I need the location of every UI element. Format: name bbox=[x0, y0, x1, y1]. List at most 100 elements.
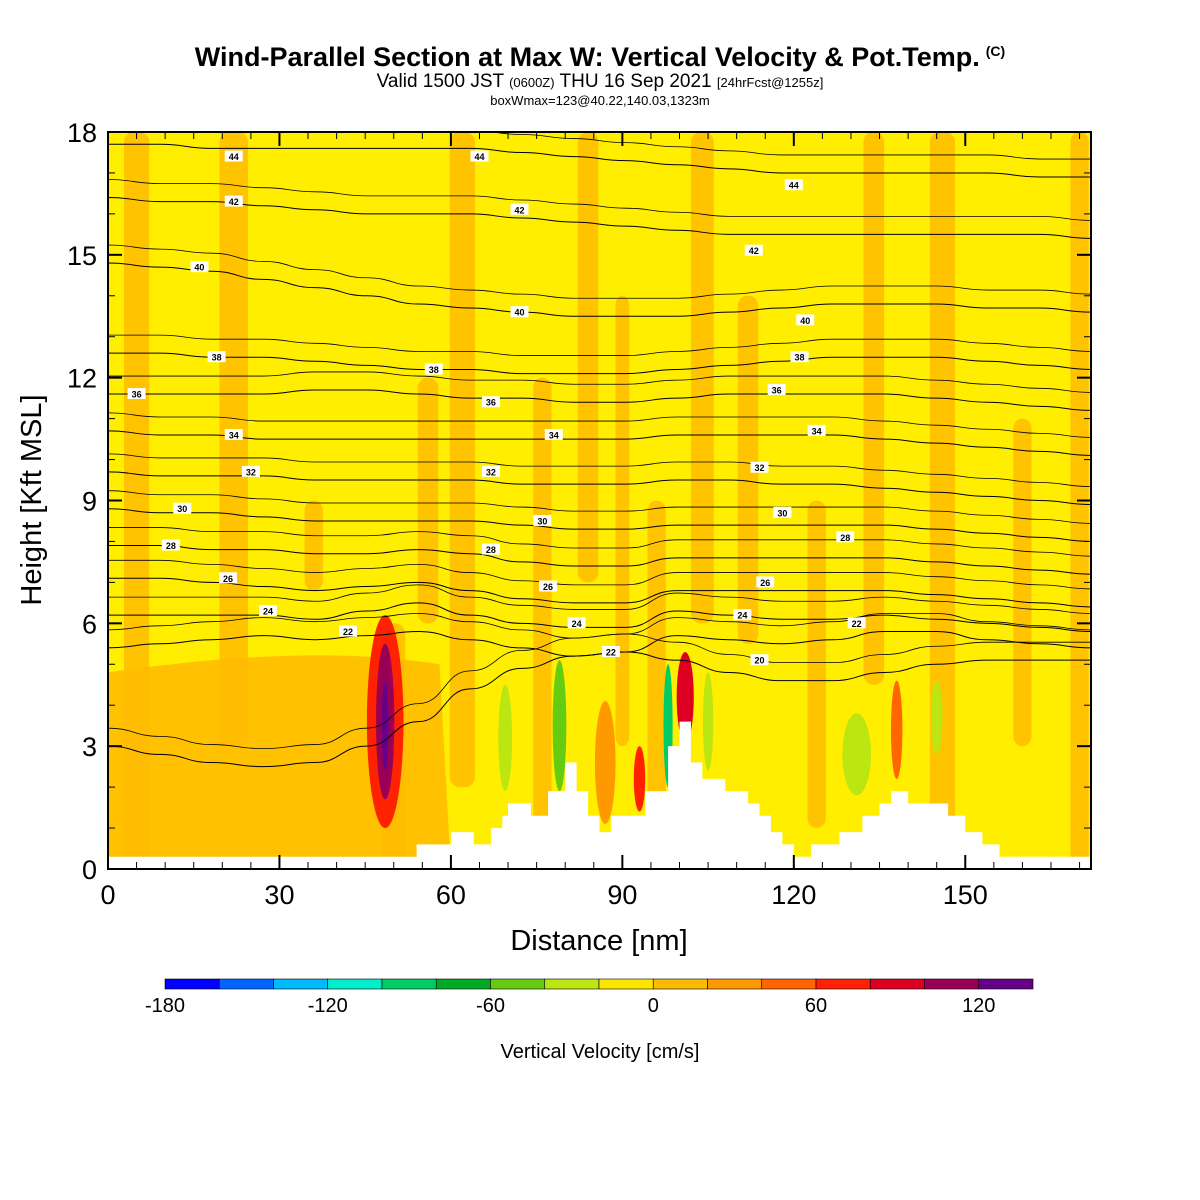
w-feature-8 bbox=[633, 746, 646, 812]
theta-label-19: 32 bbox=[486, 467, 496, 477]
theta-label-4: 42 bbox=[514, 205, 524, 215]
theta-label-29: 26 bbox=[760, 578, 770, 588]
y-tick-label-12: 12 bbox=[67, 364, 97, 394]
colorbar-tick--180: -180 bbox=[145, 995, 185, 1017]
theta-label-3: 42 bbox=[229, 197, 239, 207]
stripe-7 bbox=[577, 132, 599, 583]
theta-label-bg-28 bbox=[539, 580, 558, 592]
velocity-features bbox=[366, 615, 943, 829]
theta-label-bg-21 bbox=[173, 502, 192, 514]
theta-contour-26 bbox=[108, 577, 1091, 608]
theta-label-bg-23 bbox=[773, 506, 792, 518]
colorbar-swatch-0 bbox=[164, 978, 220, 990]
valid-utc: (0600Z) bbox=[509, 75, 555, 90]
x-tick-label-150: 150 bbox=[943, 880, 988, 910]
theta-label-bg-24 bbox=[161, 539, 180, 551]
valid-prefix: Valid 1500 JST bbox=[376, 71, 504, 92]
theta-label-28: 26 bbox=[543, 582, 553, 592]
theta-contour-minor-32 bbox=[108, 453, 1091, 487]
theta-label-26: 28 bbox=[840, 533, 850, 543]
colorbar-swatch-6 bbox=[490, 978, 546, 990]
theta-label-bg-27 bbox=[219, 572, 238, 584]
forecast-info: [24hrFcst@1255z] bbox=[716, 75, 824, 90]
theta-label-24: 28 bbox=[166, 541, 176, 551]
colorbar-swatch-5 bbox=[435, 978, 491, 990]
theta-label-7: 40 bbox=[514, 308, 524, 318]
theta-label-bg-29 bbox=[756, 576, 775, 588]
x-tick-label-90: 90 bbox=[607, 880, 637, 910]
stripe-15 bbox=[1013, 418, 1032, 747]
stripe-4 bbox=[417, 377, 439, 624]
theta-contour-minor-44 bbox=[490, 132, 1091, 160]
y-tick-label-18: 18 bbox=[67, 118, 97, 148]
stripe-10 bbox=[690, 132, 714, 624]
theta-contour-minor-28 bbox=[108, 527, 1091, 557]
terrain bbox=[108, 721, 1091, 869]
theta-label-bg-34 bbox=[601, 645, 620, 657]
theta-label-bg-16 bbox=[544, 428, 563, 440]
colorbar-swatch-3 bbox=[327, 978, 383, 990]
theta-label-23: 30 bbox=[777, 508, 787, 518]
theta-label-bg-30 bbox=[259, 605, 278, 617]
theta-contour-minor-30 bbox=[108, 490, 1091, 524]
theta-contour-40 bbox=[108, 262, 1091, 317]
y-tick-label-6: 6 bbox=[82, 609, 97, 639]
box-wmax-info: boxWmax=123@40.22,140.03,1323m bbox=[490, 93, 710, 108]
colorbar-swatch-4 bbox=[381, 978, 437, 990]
low-level-ascent bbox=[108, 655, 451, 869]
theta-label-bg-8 bbox=[796, 314, 815, 326]
valid-time-line: Valid 1500 JST (0600Z) THU 16 Sep 2021 [… bbox=[0, 71, 1200, 93]
stripe-13 bbox=[863, 132, 885, 685]
theta-label-bg-32 bbox=[733, 609, 752, 621]
theta-label-6: 40 bbox=[194, 263, 204, 273]
y-tick-label-3: 3 bbox=[82, 732, 97, 762]
x-axis-label: Distance [nm] bbox=[510, 925, 687, 957]
theta-label-bg-12 bbox=[127, 388, 146, 400]
w-feature-3 bbox=[676, 651, 694, 743]
y-tick-label-9: 9 bbox=[82, 487, 97, 517]
theta-label-12: 36 bbox=[132, 390, 142, 400]
colorbar-tick--60: -60 bbox=[476, 995, 505, 1017]
colorbar-tick-60: 60 bbox=[805, 995, 827, 1017]
velocity-stripes bbox=[108, 132, 1089, 869]
theta-contour-minor-38 bbox=[108, 334, 1091, 356]
theta-label-10: 38 bbox=[429, 365, 439, 375]
theta-label-11: 38 bbox=[795, 353, 805, 363]
theta-label-bg-10 bbox=[424, 363, 443, 375]
theta-label-bg-35 bbox=[847, 617, 866, 629]
stripe-2 bbox=[304, 500, 323, 591]
stripe-12 bbox=[807, 500, 826, 829]
y-axis-label: Height [Kft MSL] bbox=[16, 394, 48, 605]
theta-label-21: 30 bbox=[177, 504, 187, 514]
theta-label-33: 22 bbox=[343, 627, 353, 637]
stripe-6 bbox=[533, 377, 552, 869]
colorbar-swatch-8 bbox=[598, 978, 654, 990]
x-tick-label-60: 60 bbox=[436, 880, 466, 910]
w-feature-10 bbox=[842, 713, 871, 796]
colorbar-tick-120: 120 bbox=[962, 995, 995, 1017]
theta-contour-32 bbox=[108, 471, 1091, 506]
theta-label-bg-1 bbox=[470, 150, 489, 162]
theta-contour-42 bbox=[108, 197, 1091, 239]
theta-label-bg-6 bbox=[190, 261, 209, 273]
theta-label-15: 34 bbox=[229, 430, 239, 440]
colorbar-swatch-10 bbox=[707, 978, 763, 990]
theta-contour-36 bbox=[108, 389, 1091, 411]
theta-label-31: 24 bbox=[572, 619, 582, 629]
theta-label-bg-4 bbox=[510, 203, 529, 215]
theta-contour-minor-26 bbox=[108, 559, 1091, 590]
copyright-mark: (C) bbox=[985, 43, 1006, 59]
theta-contour-minor-22 bbox=[108, 613, 1091, 639]
theta-label-8: 40 bbox=[800, 316, 810, 326]
theta-label-2: 44 bbox=[789, 181, 799, 191]
stripe-5 bbox=[449, 132, 475, 788]
stripe-8 bbox=[615, 295, 630, 747]
theta-label-17: 34 bbox=[812, 426, 822, 436]
colorbar-swatch-12 bbox=[815, 978, 871, 990]
colorbar-swatch-15 bbox=[978, 978, 1034, 990]
theta-contour-labels: 44 44 44 42 42 42 40 40 40 38 38 38 36 36 36 34 34 34 32 32… bbox=[127, 150, 866, 666]
theta-label-bg-36 bbox=[750, 654, 769, 666]
theta-label-30: 24 bbox=[263, 607, 273, 617]
w-feature-7 bbox=[498, 684, 513, 792]
x-tick-label-0: 0 bbox=[100, 880, 115, 910]
